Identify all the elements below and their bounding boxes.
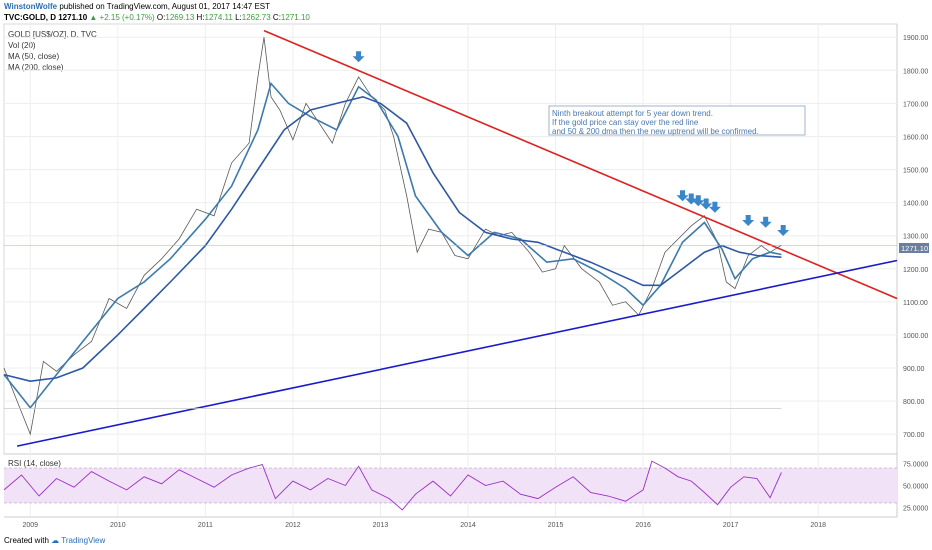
rsi-band <box>4 468 897 503</box>
support-line <box>16 259 898 447</box>
annotation-arrows <box>352 51 790 236</box>
annotation-line-2: If the gold price can stay over the red … <box>552 118 699 127</box>
legend-ma200: MA (200, close) <box>8 63 64 72</box>
legend-vol: Vol (20) <box>8 41 36 50</box>
rsi-tick-label: 50.0000 <box>903 484 928 491</box>
y-tick-label: 1200.00 <box>903 267 928 274</box>
y-tick-label: 1500.00 <box>903 168 928 175</box>
x-axis-ticks: 2009 2010 2011 2012 2013 2014 2015 2016 2017 2018 <box>22 522 826 529</box>
annotation-line-3: and 50 & 200 dma then the new uptrend wi… <box>552 127 759 136</box>
author-link[interactable]: WinstonWolfe <box>4 2 58 11</box>
publish-info: published on TradingView.com, August 01,… <box>59 2 271 11</box>
x-tick-label: 2018 <box>810 522 826 529</box>
down-arrow-icon <box>676 190 689 202</box>
rsi-tick-label: 75.0000 <box>903 462 928 469</box>
high-value: 1274.11 <box>204 13 233 22</box>
annotation-box[interactable] <box>548 105 806 136</box>
x-tick-label: 2011 <box>198 522 213 529</box>
ma200-line <box>3 95 782 383</box>
y-tick-label: 700.00 <box>903 432 925 439</box>
last-price: 1271.10 <box>58 13 88 22</box>
x-tick-label: 2016 <box>635 522 651 529</box>
open-label: O: <box>156 13 166 22</box>
resistance-line <box>263 29 898 300</box>
low-value: 1262.73 <box>241 13 271 22</box>
y-tick-label: 800.00 <box>903 399 925 406</box>
footer: Created with ☁ TradingView <box>4 536 105 545</box>
down-arrow-icon <box>742 215 755 227</box>
price-badge-text: 1271.10 <box>901 244 928 253</box>
ma50-line <box>3 81 782 409</box>
down-arrow-icon <box>692 195 705 207</box>
high-label: H: <box>196 13 205 22</box>
x-tick-label: 2012 <box>285 522 301 529</box>
rsi-tick-label: 25.0000 <box>903 505 928 512</box>
y-tick-label: 1000.00 <box>903 333 928 340</box>
down-arrow-icon <box>700 198 713 210</box>
close-value: 1271.10 <box>280 13 310 22</box>
rsi-line <box>3 460 782 511</box>
x-tick-label: 2017 <box>723 522 739 529</box>
tradingview-logo-icon[interactable]: ☁ <box>51 536 60 545</box>
price-line <box>3 37 782 436</box>
x-tick-label: 2013 <box>373 522 389 529</box>
x-tick-label: 2009 <box>22 522 38 529</box>
y-tick-label: 1300.00 <box>903 234 928 241</box>
down-arrow-icon <box>759 216 772 228</box>
series-lines <box>3 29 898 447</box>
y-tick-label: 1800.00 <box>903 68 928 75</box>
down-arrow-icon <box>777 224 790 236</box>
y-tick-label: 1600.00 <box>903 134 928 141</box>
symbol-bar: TVC:GOLD, D 1271.10 ▲ +2.15 (+0.17%) O:1… <box>4 12 310 23</box>
down-arrow-icon <box>352 51 365 63</box>
price-badge <box>899 243 929 253</box>
grid <box>4 24 897 517</box>
x-tick-label: 2014 <box>460 522 476 529</box>
close-label: C: <box>272 13 281 22</box>
y-tick-label: 900.00 <box>903 366 925 373</box>
publish-header: WinstonWolfe published on TradingView.co… <box>4 1 270 12</box>
y-tick-label: 1900.00 <box>903 35 928 42</box>
low-label: L: <box>235 13 242 22</box>
down-arrow-icon <box>708 201 721 213</box>
x-tick-label: 2010 <box>110 522 126 529</box>
price-change: ▲ +2.15 (+0.17%) <box>89 13 155 22</box>
annotation-line-1: Ninth breakout attempt for 5 year down t… <box>552 109 713 118</box>
y-tick-label: 1100.00 <box>903 300 928 307</box>
down-arrow-icon <box>685 193 698 205</box>
legend-ma50: MA (50, close) <box>8 52 59 61</box>
price-pane <box>3 23 898 455</box>
y-tick-label: 1400.00 <box>903 201 928 208</box>
legend-title: GOLD [US$/OZ], D, TVC <box>8 30 97 39</box>
rsi-label: RSI (14, close) <box>8 459 61 468</box>
y-axis-ticks: 700.00 800.00 900.00 1000.00 1100.00 1200.00 1… <box>903 35 928 439</box>
open-value: 1269.13 <box>165 13 195 22</box>
tradingview-brand[interactable]: TradingView <box>61 536 106 545</box>
y-tick-label: 1700.00 <box>903 101 928 108</box>
created-with: Created with <box>4 536 49 545</box>
x-tick-label: 2015 <box>548 522 564 529</box>
rsi-pane: 75.0000 50.0000 25.0000 <box>3 460 928 512</box>
symbol-name: TVC:GOLD, D <box>4 13 56 22</box>
